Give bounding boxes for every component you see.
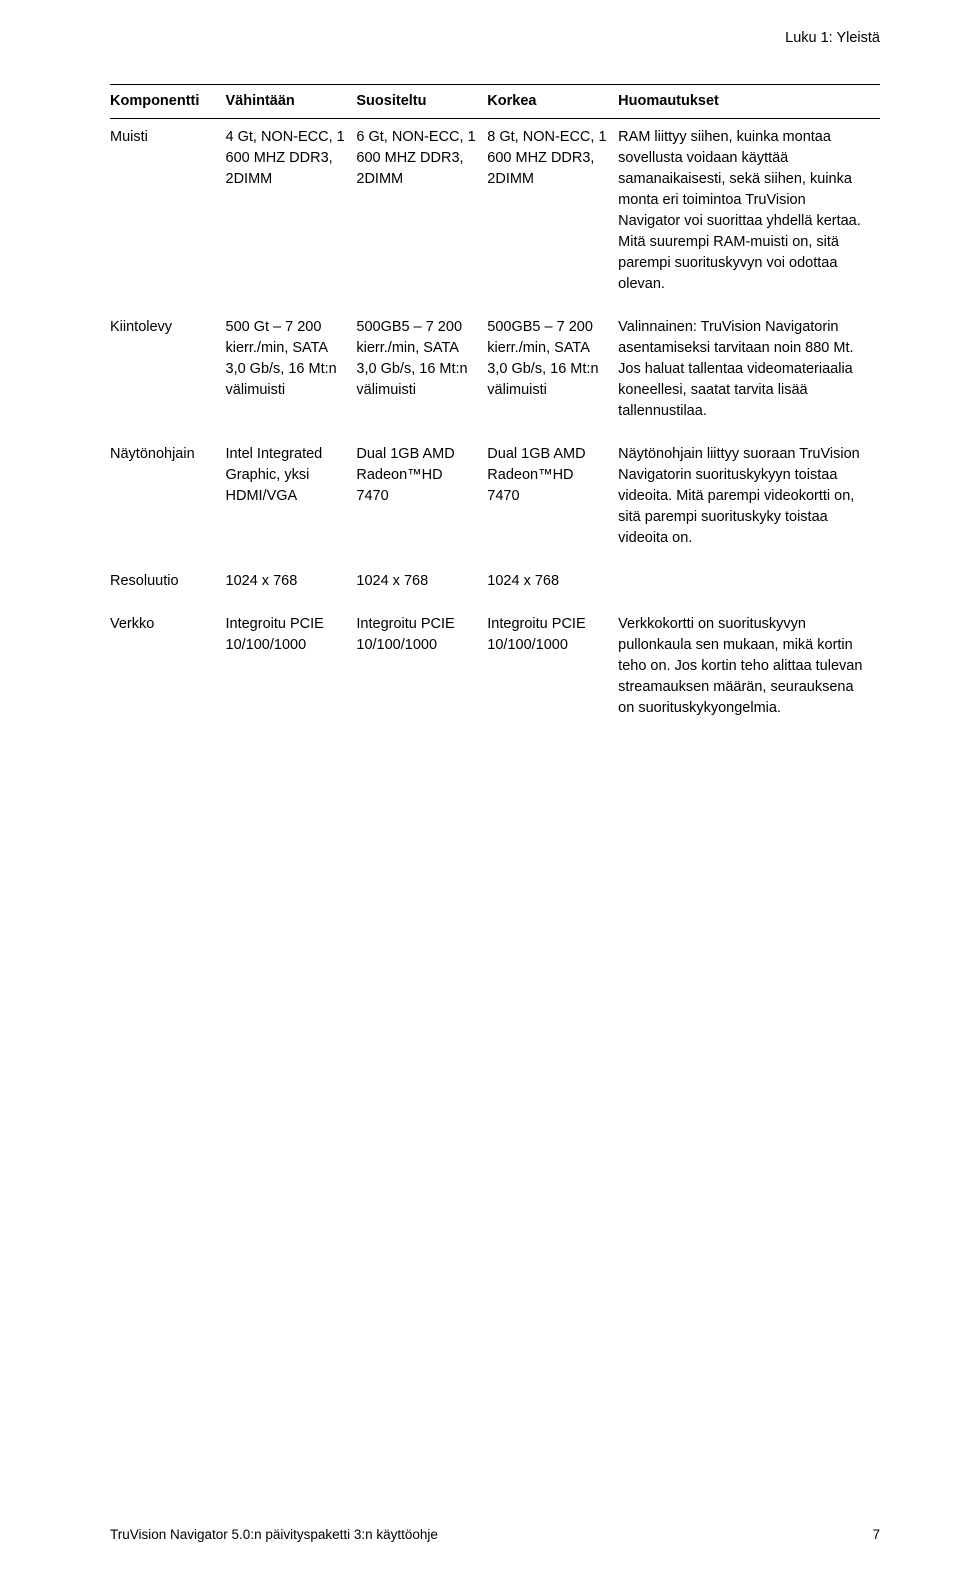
table-body: Muisti4 Gt, NON-ECC, 1 600 MHZ DDR3, 2DI…: [110, 119, 880, 734]
table-header-row: Komponentti Vähintään Suositeltu Korkea …: [110, 85, 880, 119]
th-min: Vähintään: [226, 85, 357, 119]
table-cell: Muisti: [110, 119, 226, 310]
table-cell: Resoluutio: [110, 563, 226, 606]
table-cell: 6 Gt, NON-ECC, 1 600 MHZ DDR3, 2DIMM: [356, 119, 487, 310]
table-cell: 1024 x 768: [226, 563, 357, 606]
table-cell: 1024 x 768: [356, 563, 487, 606]
spec-table: Komponentti Vähintään Suositeltu Korkea …: [110, 84, 880, 733]
table-row: NäytönohjainIntel Integrated Graphic, yk…: [110, 436, 880, 563]
chapter-label: Luku 1: Yleistä: [110, 30, 880, 46]
table-cell: Verkkokortti on suorituskyvyn pullonkaul…: [618, 606, 880, 733]
footer-page-number: 7: [872, 1527, 880, 1542]
table-row: Muisti4 Gt, NON-ECC, 1 600 MHZ DDR3, 2DI…: [110, 119, 880, 310]
table-row: VerkkoIntegroitu PCIE 10/100/1000Integro…: [110, 606, 880, 733]
th-high: Korkea: [487, 85, 618, 119]
table-cell: 1024 x 768: [487, 563, 618, 606]
table-cell: 500 Gt – 7 200 kierr./min, SATA 3,0 Gb/s…: [226, 309, 357, 436]
table-cell: Näytönohjain liittyy suoraan TruVision N…: [618, 436, 880, 563]
table-cell: Valinnainen: TruVision Navigatorin asent…: [618, 309, 880, 436]
table-cell: 500GB5 – 7 200 kierr./min, SATA 3,0 Gb/s…: [487, 309, 618, 436]
table-cell: Näytönohjain: [110, 436, 226, 563]
table-cell: Verkko: [110, 606, 226, 733]
table-cell: Kiintolevy: [110, 309, 226, 436]
table-cell: Integroitu PCIE 10/100/1000: [487, 606, 618, 733]
page-footer: TruVision Navigator 5.0:n päivityspakett…: [110, 1527, 880, 1542]
table-cell: Dual 1GB AMD Radeon™HD 7470: [356, 436, 487, 563]
th-rec: Suositeltu: [356, 85, 487, 119]
table-cell: [618, 563, 880, 606]
th-notes: Huomautukset: [618, 85, 880, 119]
table-row: Kiintolevy500 Gt – 7 200 kierr./min, SAT…: [110, 309, 880, 436]
table-cell: Integroitu PCIE 10/100/1000: [356, 606, 487, 733]
table-cell: Dual 1GB AMD Radeon™HD 7470: [487, 436, 618, 563]
table-row: Resoluutio1024 x 7681024 x 7681024 x 768: [110, 563, 880, 606]
table-cell: Intel Integrated Graphic, yksi HDMI/VGA: [226, 436, 357, 563]
table-cell: 4 Gt, NON-ECC, 1 600 MHZ DDR3, 2DIMM: [226, 119, 357, 310]
th-component: Komponentti: [110, 85, 226, 119]
table-cell: 8 Gt, NON-ECC, 1 600 MHZ DDR3, 2DIMM: [487, 119, 618, 310]
footer-doc-title: TruVision Navigator 5.0:n päivityspakett…: [110, 1527, 438, 1542]
table-cell: Integroitu PCIE 10/100/1000: [226, 606, 357, 733]
table-cell: RAM liittyy siihen, kuinka montaa sovell…: [618, 119, 880, 310]
table-cell: 500GB5 – 7 200 kierr./min, SATA 3,0 Gb/s…: [356, 309, 487, 436]
